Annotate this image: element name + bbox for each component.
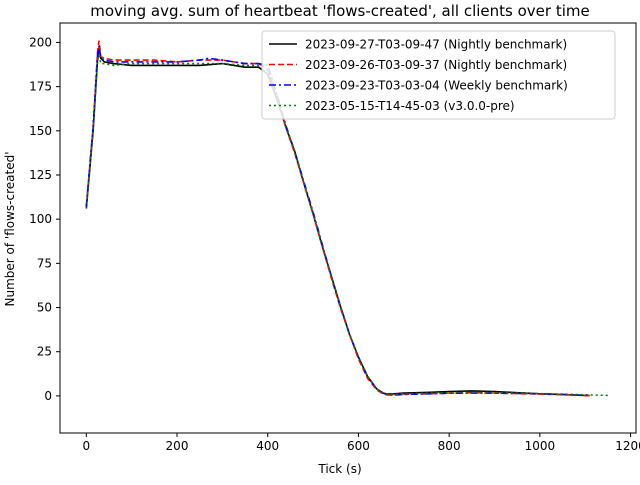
legend-label-2: 2023-09-26-T03-09-37 (Nightly benchmark) bbox=[305, 58, 567, 72]
y-tick-label: 125 bbox=[29, 168, 52, 182]
x-tick-label: 0 bbox=[82, 439, 90, 453]
x-tick-label: 600 bbox=[347, 439, 370, 453]
y-tick-label: 25 bbox=[37, 345, 52, 359]
legend-box bbox=[261, 30, 616, 120]
axes-frame bbox=[59, 22, 637, 434]
y-tick-label: 75 bbox=[37, 256, 52, 270]
legend-label-4: 2023-05-15-T14-45-03 (v3.0.0-pre) bbox=[305, 99, 515, 113]
legend-label-3: 2023-09-23-T03-03-04 (Weekly benchmark) bbox=[305, 79, 568, 93]
x-tick-label: 400 bbox=[256, 439, 279, 453]
y-axis-label: Number of 'flows-created' bbox=[3, 151, 17, 306]
x-tick-label: 800 bbox=[438, 439, 461, 453]
legend: 2023-09-27-T03-09-47 (Nightly benchmark)… bbox=[261, 30, 616, 120]
x-tick-label: 1000 bbox=[525, 439, 556, 453]
y-tick-label: 50 bbox=[37, 301, 52, 315]
series-line-4 bbox=[85, 54, 608, 397]
legend-label-1: 2023-09-27-T03-09-47 (Nightly benchmark) bbox=[305, 38, 567, 52]
y-tick-label: 150 bbox=[29, 124, 52, 138]
y-tick-label: 100 bbox=[29, 212, 52, 226]
x-tick-label: 200 bbox=[166, 439, 189, 453]
x-axis-label: Tick (s) bbox=[317, 462, 361, 476]
chart-title: moving avg. sum of heartbeat 'flows-crea… bbox=[90, 2, 589, 20]
y-tick-label: 200 bbox=[29, 35, 52, 49]
y-tick-label: 175 bbox=[29, 80, 52, 94]
y-tick-label: 0 bbox=[44, 389, 52, 403]
